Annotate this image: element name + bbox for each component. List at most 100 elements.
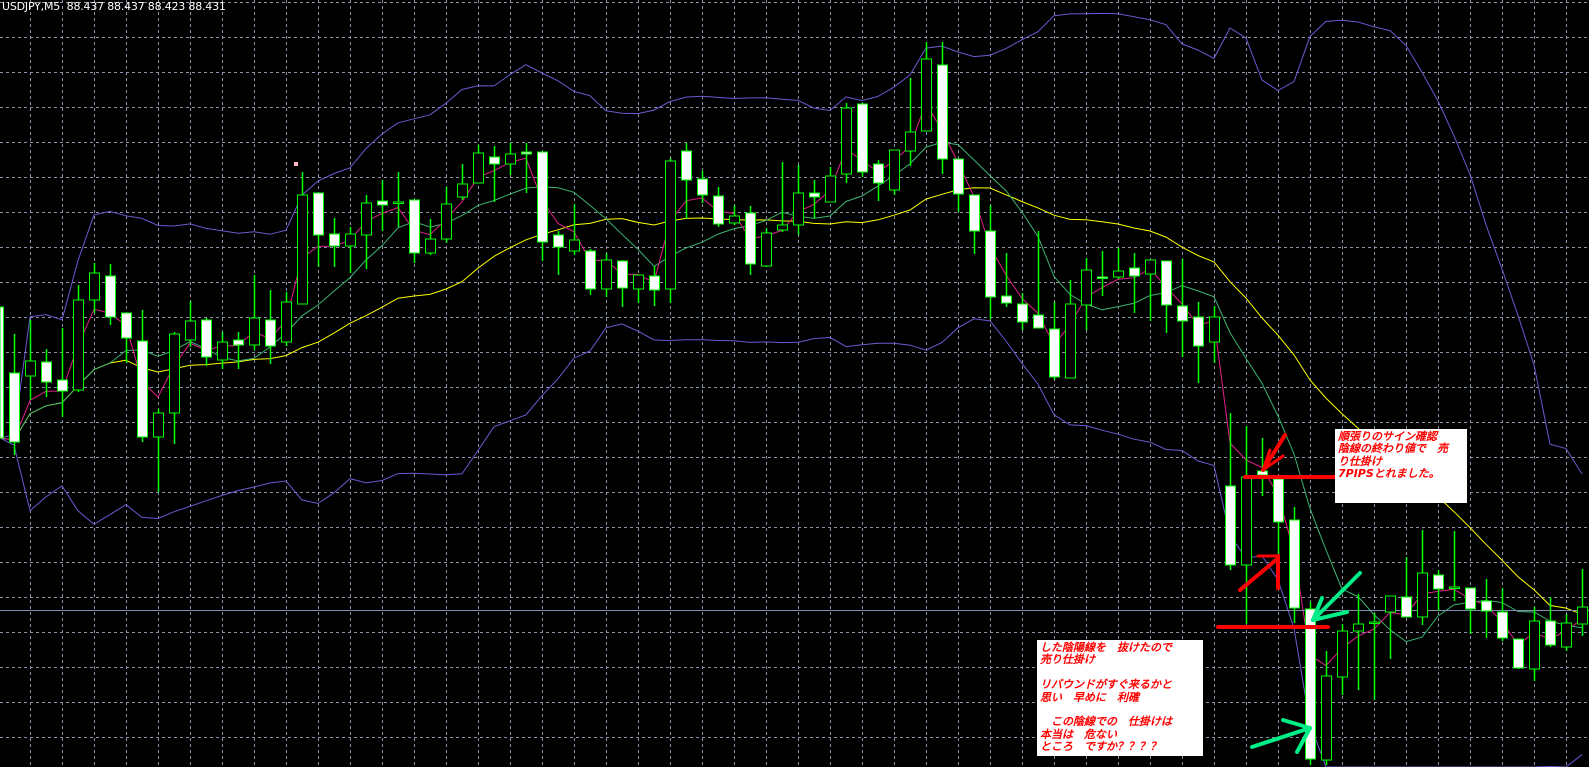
candle-body-bull [1145, 259, 1156, 275]
ohlc-readout: 88.437 88.437 88.423 88.431 [66, 0, 226, 13]
candle-body-bear [1273, 478, 1284, 523]
candle [761, 228, 772, 267]
candle-body-bear [105, 275, 116, 318]
candle [25, 320, 36, 400]
candle-body-bull [425, 238, 436, 254]
candle-body-bear [1001, 295, 1012, 304]
candle [1337, 624, 1348, 695]
candle-body-bull [1417, 572, 1428, 618]
note-line: り仕掛け [1338, 454, 1382, 468]
candle [889, 149, 900, 195]
candle [1545, 597, 1556, 647]
candle [1081, 258, 1092, 330]
candle-body-bear [121, 312, 132, 339]
candle [425, 219, 436, 255]
candle-body-bear [873, 163, 884, 184]
candle [905, 78, 916, 166]
candle-body-bear [953, 158, 964, 195]
candle-body-bear [489, 156, 500, 165]
candle [1113, 248, 1124, 279]
note-line: 陰線の終わり値で 売 [1338, 442, 1448, 456]
candle-body-bull [1321, 675, 1332, 761]
candle-body-bear [1049, 328, 1060, 378]
candle-body-bull [777, 224, 788, 231]
candle-body-bear [697, 178, 708, 196]
candle-body-bull [505, 153, 516, 165]
red-arrow-up-icon [1238, 554, 1280, 592]
moving-average-fast-line [0, 101, 1583, 667]
moving-average-slow-line [0, 187, 1583, 615]
candle [809, 180, 820, 218]
candle-body-bull [1241, 476, 1252, 566]
candle [457, 164, 468, 200]
candle [1065, 280, 1076, 379]
candle [1385, 595, 1396, 659]
candle [841, 103, 852, 183]
candle-body-bear [329, 233, 340, 247]
annotation-lines [1216, 433, 1362, 754]
annotation-note-entry: 順張りのサイン確認 陰線の終わり値で 売 り仕掛け 7PIPSとれました。 [1335, 429, 1467, 503]
candle [569, 204, 580, 255]
note-line: リバウンドがすぐ来るかと [1040, 678, 1172, 692]
candle-body-bull [1385, 595, 1396, 613]
candle [521, 143, 532, 193]
candle [585, 249, 596, 295]
candle-body-bear [969, 194, 980, 232]
candle [1529, 607, 1540, 681]
candle [41, 349, 52, 397]
candles [0, 42, 1588, 765]
candle-body-bear [1481, 600, 1492, 612]
candle [201, 318, 212, 366]
candle-body-bull [473, 152, 484, 184]
candle-body-bull [761, 232, 772, 267]
candle [1209, 306, 1220, 363]
candle [1305, 602, 1316, 765]
candle-body-bull [1449, 586, 1460, 589]
candle-body-bull [153, 412, 164, 438]
candle-body-bull [441, 203, 452, 240]
candle-body-bear [809, 192, 820, 198]
candle [1161, 260, 1172, 333]
candle [985, 205, 996, 319]
candle-body-bear [713, 195, 724, 225]
candle-body-bull [1209, 316, 1220, 343]
candle-body-bear [1033, 314, 1044, 329]
candle [169, 332, 180, 444]
candle-body-bull [729, 215, 740, 224]
candle-body-bull [249, 317, 260, 346]
candle-body-bear [585, 250, 596, 290]
candle [1001, 253, 1012, 307]
candle-body-bear [0, 306, 4, 439]
candle [1369, 613, 1380, 700]
candle [1465, 587, 1476, 634]
candle [825, 167, 836, 203]
candle [1513, 638, 1524, 669]
candle-body-bear [617, 260, 628, 289]
candle-body-bear [521, 151, 532, 155]
candle [137, 310, 148, 442]
candle-body-bull [1369, 621, 1380, 624]
candle [1577, 569, 1588, 636]
candle-body-bull [89, 272, 100, 301]
candle [745, 206, 756, 275]
candle-body-bear [57, 379, 68, 392]
candle [1321, 651, 1332, 765]
candle [329, 218, 340, 267]
candle-body-bear [313, 192, 324, 236]
candle [1017, 293, 1028, 330]
candle-body-bear [1545, 620, 1556, 646]
candle [0, 306, 4, 439]
candle [729, 205, 740, 225]
candle-body-bull [1353, 623, 1364, 632]
candle-body-bear [553, 234, 564, 248]
candle [793, 165, 804, 235]
candle [1145, 259, 1156, 321]
candle [553, 231, 564, 275]
red-arrow-down-icon [1261, 433, 1287, 472]
candle-body-bear [201, 319, 212, 358]
candle-body-bull [345, 233, 356, 247]
candle-body-bull [361, 202, 372, 236]
candle [1417, 530, 1428, 625]
